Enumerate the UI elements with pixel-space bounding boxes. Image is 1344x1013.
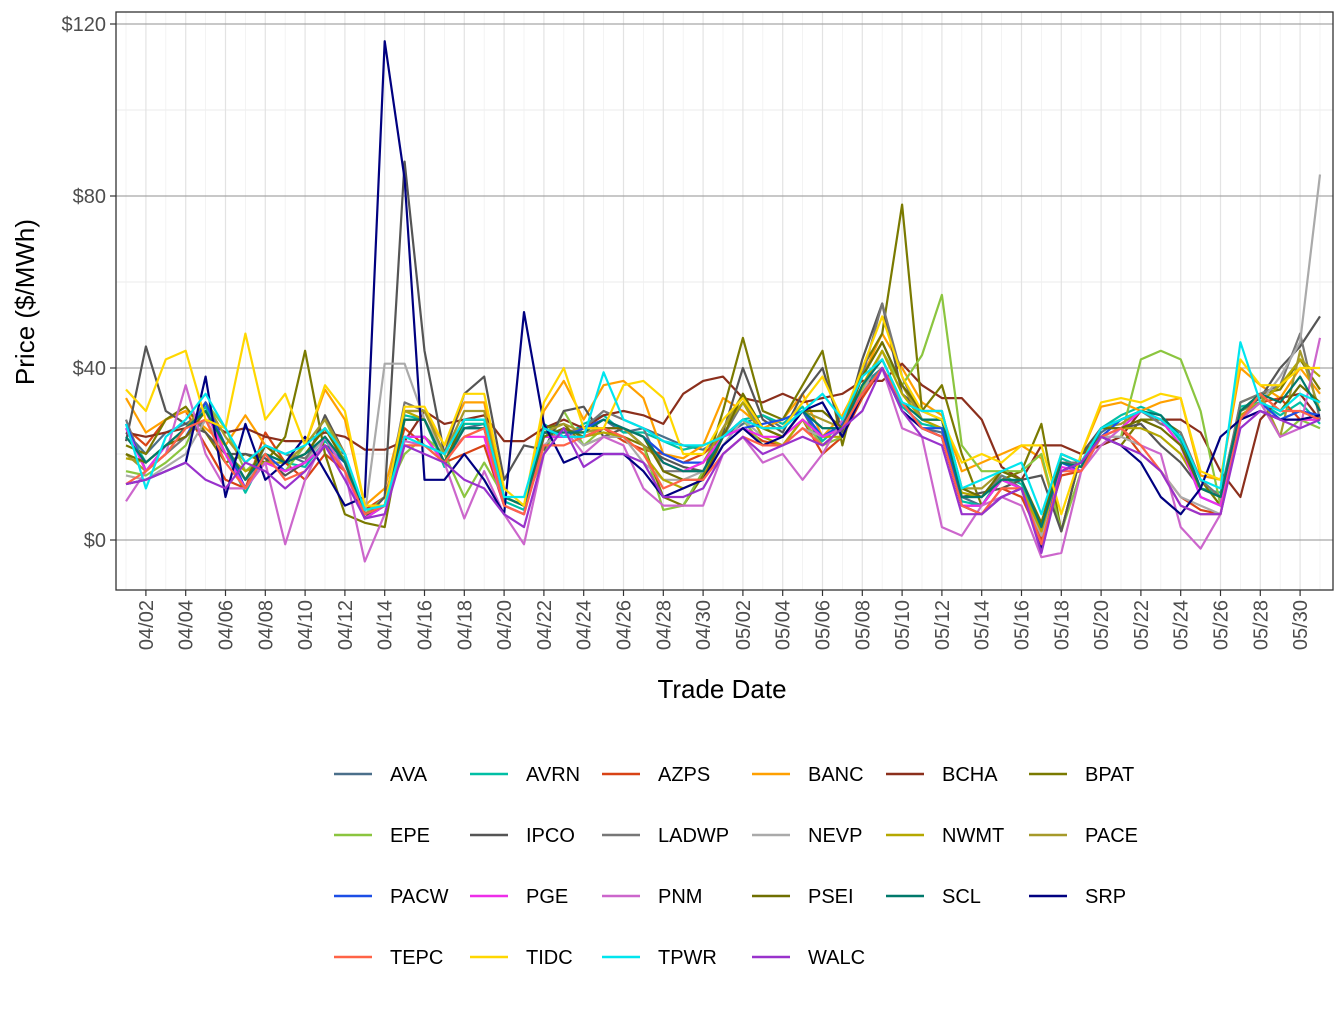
legend-item-srp: SRP: [1029, 886, 1126, 908]
legend-item-scl: SCL: [886, 886, 981, 908]
series-line-banc: [125, 332, 1321, 533]
y-axis: $0 $40 $80 $120: [62, 14, 116, 552]
legend-label: BPAT: [1085, 764, 1134, 786]
x-tick-label: 04/30: [693, 600, 715, 650]
x-tick-label: 05/18: [1051, 600, 1073, 650]
legend-label: NEVP: [808, 825, 862, 847]
series-line-tidc: [125, 315, 1320, 516]
x-tick-label: 05/30: [1290, 600, 1312, 650]
x-tick-label: 04/08: [255, 600, 277, 650]
legend-label: SRP: [1085, 886, 1126, 908]
legend-label: WALC: [808, 947, 865, 969]
legend-label: PNM: [658, 886, 702, 908]
x-tick-label: 05/10: [892, 600, 914, 650]
legend-label: PSEI: [808, 886, 854, 908]
x-tick-label: 05/06: [813, 600, 835, 650]
legend-item-pnm: PNM: [602, 886, 702, 908]
legend-item-bcha: BCHA: [886, 764, 998, 786]
legend-item-nwmt: NWMT: [886, 825, 1004, 847]
legend-item-tepc: TEPC: [334, 947, 443, 969]
x-tick-label: 05/26: [1211, 600, 1233, 650]
x-tick-label: 04/26: [614, 600, 636, 650]
legend-label: EPE: [390, 825, 430, 847]
x-tick-label: 04/10: [295, 600, 317, 650]
legend-item-ladwp: LADWP: [602, 825, 729, 847]
legend-label: BCHA: [942, 764, 998, 786]
x-tick-label: 05/24: [1171, 600, 1193, 650]
legend-label: PACW: [390, 886, 449, 908]
y-tick-label: $0: [84, 530, 106, 552]
x-tick-label: 04/22: [534, 600, 556, 650]
y-tick-label: $40: [73, 358, 106, 380]
legend-label: BANC: [808, 764, 864, 786]
legend-label: TIDC: [526, 947, 573, 969]
x-axis-title: Trade Date: [657, 674, 786, 704]
legend-item-nevp: NEVP: [752, 825, 862, 847]
x-tick-label: 05/04: [773, 600, 795, 650]
legend-item-bpat: BPAT: [1029, 764, 1134, 786]
legend: AVA AVRN AZPS BANC BCHA BPAT EPE IPCO LADWP NEVP N…: [334, 764, 1138, 969]
legend-item-ipco: IPCO: [470, 825, 575, 847]
legend-label: PGE: [526, 886, 568, 908]
x-tick-label: 04/16: [415, 600, 437, 650]
x-tick-label: 05/08: [852, 600, 874, 650]
series-line-pace: [125, 341, 1322, 529]
legend-label: PACE: [1085, 825, 1138, 847]
x-tick-label: 04/24: [574, 600, 596, 650]
x-tick-label: 05/28: [1250, 600, 1272, 650]
legend-label: TEPC: [390, 947, 443, 969]
legend-label: LADWP: [658, 825, 729, 847]
legend-item-avrn: AVRN: [470, 764, 580, 786]
legend-item-ava: AVA: [334, 764, 428, 786]
plot-background: [116, 12, 1333, 590]
legend-label: AVRN: [526, 764, 580, 786]
x-tick-label: 04/14: [375, 600, 397, 650]
plot-panel: [115, 11, 1334, 591]
x-tick-label: 05/02: [733, 600, 755, 650]
x-tick-label: 04/02: [136, 600, 158, 650]
x-tick-label: 04/04: [176, 600, 198, 650]
y-tick-label: $120: [62, 14, 107, 36]
legend-item-pacw: PACW: [334, 886, 449, 908]
legend-item-pace: PACE: [1029, 825, 1138, 847]
y-axis-title: Price ($/MWh): [10, 219, 40, 385]
x-tick-label: 04/20: [494, 600, 516, 650]
legend-item-epe: EPE: [334, 825, 430, 847]
legend-label: AZPS: [658, 764, 710, 786]
plot-border: [115, 11, 1334, 591]
y-tick-label: $80: [73, 186, 106, 208]
legend-label: SCL: [942, 886, 981, 908]
legend-item-tpwr: TPWR: [602, 947, 717, 969]
x-axis: 04/02 04/04 04/06 04/08 04/10 04/12 04/14 04/16…: [136, 590, 1312, 650]
series-line-tpwr: [124, 341, 1321, 516]
legend-label: AVA: [390, 764, 428, 786]
legend-label: IPCO: [526, 825, 575, 847]
legend-item-azps: AZPS: [602, 764, 710, 786]
x-tick-label: 04/06: [216, 600, 238, 650]
legend-item-banc: BANC: [752, 764, 864, 786]
x-tick-label: 04/28: [653, 600, 675, 650]
legend-item-psei: PSEI: [752, 886, 854, 908]
x-tick-label: 04/12: [335, 600, 357, 650]
legend-item-walc: WALC: [752, 947, 865, 969]
x-tick-label: 05/14: [972, 600, 994, 650]
x-tick-label: 05/20: [1091, 600, 1113, 650]
series-line-walc: [125, 366, 1321, 555]
legend-item-tidc: TIDC: [470, 947, 573, 969]
legend-label: TPWR: [658, 947, 717, 969]
legend-label: NWMT: [942, 825, 1004, 847]
x-tick-label: 05/16: [1012, 600, 1034, 650]
x-tick-label: 04/18: [454, 600, 476, 650]
x-tick-label: 05/22: [1131, 600, 1153, 650]
legend-item-pge: PGE: [470, 886, 568, 908]
x-tick-label: 05/12: [932, 600, 954, 650]
